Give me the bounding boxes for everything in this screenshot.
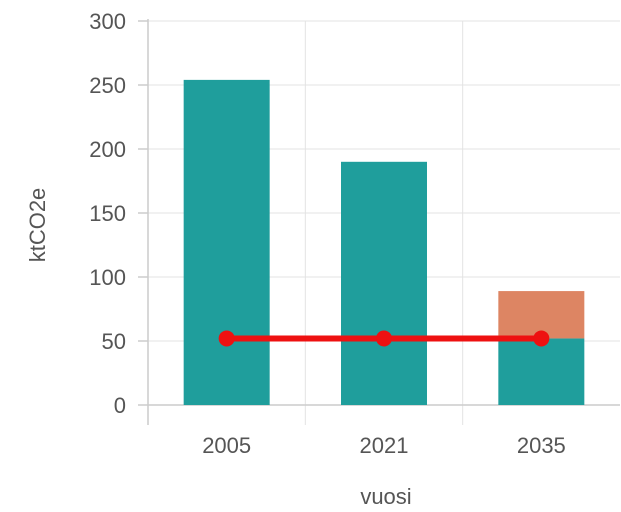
bars bbox=[183, 79, 585, 405]
y-tick-label-50: 50 bbox=[102, 329, 126, 354]
target-point-2035 bbox=[533, 330, 550, 347]
target-point-2005 bbox=[218, 330, 235, 347]
y-tick-label-250: 250 bbox=[89, 73, 126, 98]
x-tick-label-2005: 2005 bbox=[202, 433, 251, 458]
x-tick-label-2035: 2035 bbox=[517, 433, 566, 458]
x-axis-title: vuosi bbox=[360, 484, 411, 509]
target-line bbox=[218, 330, 550, 347]
y-tick-label-300: 300 bbox=[89, 9, 126, 34]
bar-2005-segment-0 bbox=[183, 79, 270, 405]
tick-labels: 0 50 100 150 200 250 300 2005 2021 2035 bbox=[89, 9, 566, 458]
bar-2035-segment-0 bbox=[498, 338, 585, 405]
y-axis-title: ktCO2e bbox=[25, 188, 50, 263]
y-tick-label-200: 200 bbox=[89, 137, 126, 162]
x-tick-label-2021: 2021 bbox=[360, 433, 409, 458]
y-tick-label-100: 100 bbox=[89, 265, 126, 290]
target-point-2021 bbox=[376, 330, 392, 347]
y-tick-label-150: 150 bbox=[89, 201, 126, 226]
y-tick-label-0: 0 bbox=[114, 393, 126, 418]
bar-2021-segment-0 bbox=[341, 161, 427, 405]
